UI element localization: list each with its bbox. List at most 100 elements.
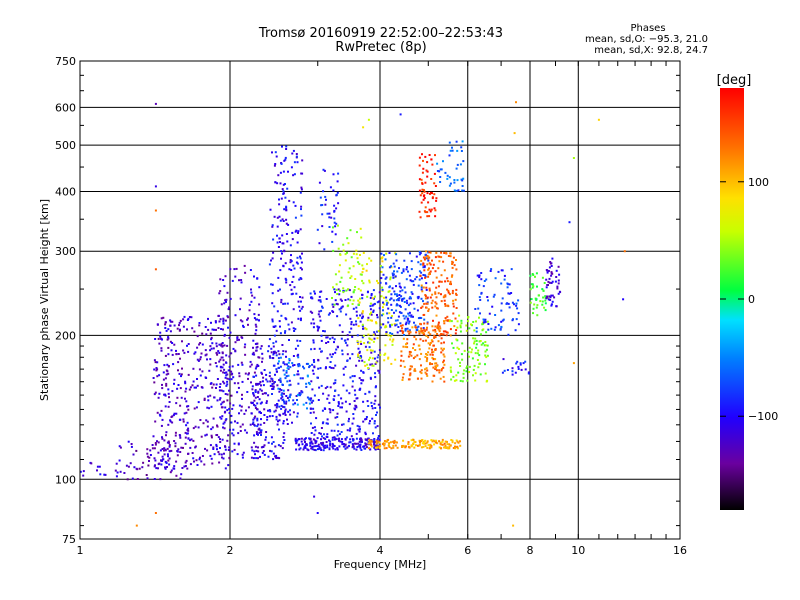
data-point bbox=[269, 410, 272, 413]
x-tick-label: 10 bbox=[571, 544, 585, 557]
data-point bbox=[292, 327, 295, 330]
data-point bbox=[260, 371, 263, 374]
data-point bbox=[336, 180, 339, 183]
data-point bbox=[269, 380, 272, 383]
data-point bbox=[403, 334, 406, 336]
data-point bbox=[269, 356, 272, 359]
data-point bbox=[411, 326, 414, 329]
data-point bbox=[438, 446, 441, 449]
data-point bbox=[227, 316, 230, 319]
data-point bbox=[182, 420, 185, 423]
data-point bbox=[286, 397, 289, 399]
data-point bbox=[468, 355, 470, 358]
data-point bbox=[387, 438, 390, 441]
data-point bbox=[547, 280, 550, 283]
data-point bbox=[273, 381, 276, 383]
data-point bbox=[312, 411, 315, 414]
data-point bbox=[322, 190, 325, 193]
data-point bbox=[276, 182, 279, 185]
data-point bbox=[420, 372, 423, 375]
data-point bbox=[291, 421, 293, 424]
data-point bbox=[381, 256, 384, 259]
data-point bbox=[456, 445, 459, 448]
data-point bbox=[333, 438, 336, 441]
data-point bbox=[257, 390, 260, 393]
data-point bbox=[298, 448, 301, 451]
data-point bbox=[284, 410, 287, 412]
data-point bbox=[232, 347, 235, 350]
data-point bbox=[410, 439, 413, 442]
data-point bbox=[426, 175, 429, 178]
data-point bbox=[485, 278, 488, 281]
data-point bbox=[415, 338, 418, 341]
data-point bbox=[168, 463, 171, 466]
data-point bbox=[337, 288, 340, 291]
data-point bbox=[249, 365, 252, 368]
data-point bbox=[284, 350, 287, 353]
data-point bbox=[360, 273, 363, 276]
data-point bbox=[368, 341, 371, 344]
data-point bbox=[294, 204, 297, 207]
data-point bbox=[385, 276, 388, 279]
data-point bbox=[472, 374, 474, 377]
data-point bbox=[356, 424, 359, 427]
data-point bbox=[381, 288, 384, 291]
data-point bbox=[408, 332, 411, 335]
data-point bbox=[175, 353, 178, 356]
data-point bbox=[556, 285, 559, 288]
data-point bbox=[484, 350, 487, 353]
data-point bbox=[332, 249, 335, 252]
data-point bbox=[221, 345, 224, 348]
data-point bbox=[572, 157, 575, 159]
data-point bbox=[277, 289, 280, 292]
data-point bbox=[280, 397, 283, 400]
data-point bbox=[323, 433, 325, 436]
data-point bbox=[373, 357, 376, 360]
data-point bbox=[436, 442, 439, 445]
data-point bbox=[250, 288, 252, 291]
data-point bbox=[309, 442, 312, 445]
data-point bbox=[251, 449, 254, 452]
data-point bbox=[555, 269, 558, 272]
data-point bbox=[249, 360, 252, 363]
data-point bbox=[319, 299, 322, 302]
data-point bbox=[422, 266, 425, 269]
data-point bbox=[312, 326, 315, 329]
data-point bbox=[406, 319, 409, 322]
data-point bbox=[373, 402, 376, 405]
data-point bbox=[377, 330, 380, 332]
data-point bbox=[500, 302, 503, 305]
data-point bbox=[181, 340, 183, 343]
data-point bbox=[271, 393, 273, 395]
data-point bbox=[483, 344, 486, 347]
data-point bbox=[420, 201, 423, 204]
data-point bbox=[262, 384, 265, 387]
data-point bbox=[392, 262, 395, 265]
data-point bbox=[355, 364, 358, 367]
data-point bbox=[396, 446, 399, 449]
data-point bbox=[479, 299, 482, 301]
data-point bbox=[172, 414, 175, 417]
data-point bbox=[261, 380, 264, 383]
data-point bbox=[222, 400, 225, 403]
data-point bbox=[241, 456, 244, 459]
data-point bbox=[323, 169, 326, 172]
data-point bbox=[342, 287, 345, 290]
data-point bbox=[286, 363, 288, 366]
data-point bbox=[278, 203, 281, 206]
data-point bbox=[273, 334, 276, 337]
data-point bbox=[437, 292, 440, 295]
data-point bbox=[418, 270, 421, 273]
data-point bbox=[283, 373, 286, 376]
data-point bbox=[407, 312, 410, 315]
data-point bbox=[367, 437, 370, 440]
data-point bbox=[254, 343, 257, 345]
data-point bbox=[288, 384, 291, 387]
data-point bbox=[402, 270, 405, 273]
data-point bbox=[361, 310, 364, 313]
data-point bbox=[213, 396, 216, 399]
data-point bbox=[191, 384, 194, 387]
data-point bbox=[328, 312, 331, 315]
data-point bbox=[201, 343, 204, 346]
data-point bbox=[154, 464, 156, 467]
